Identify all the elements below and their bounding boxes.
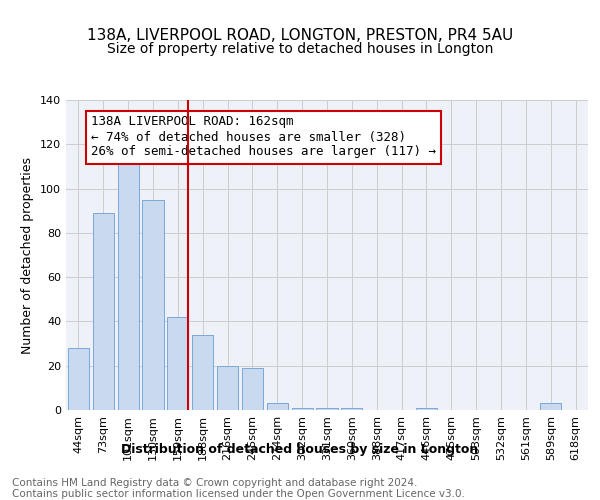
Bar	[540, 404, 561, 410]
Text: Distribution of detached houses by size in Longton: Distribution of detached houses by size …	[121, 442, 479, 456]
Bar	[93, 213, 114, 410]
Bar	[192, 334, 213, 410]
Text: 138A LIVERPOOL ROAD: 162sqm
← 74% of detached houses are smaller (328)
26% of se: 138A LIVERPOOL ROAD: 162sqm ← 74% of det…	[91, 116, 436, 158]
Bar	[68, 348, 89, 410]
Y-axis label: Number of detached properties: Number of detached properties	[22, 156, 34, 354]
Bar	[242, 368, 263, 410]
Bar	[341, 408, 362, 410]
Text: 138A, LIVERPOOL ROAD, LONGTON, PRESTON, PR4 5AU: 138A, LIVERPOOL ROAD, LONGTON, PRESTON, …	[87, 28, 513, 42]
Bar	[292, 408, 313, 410]
Bar	[118, 162, 139, 410]
Bar	[267, 404, 288, 410]
Bar	[142, 200, 164, 410]
Text: Contains HM Land Registry data © Crown copyright and database right 2024.
Contai: Contains HM Land Registry data © Crown c…	[12, 478, 465, 499]
Text: Size of property relative to detached houses in Longton: Size of property relative to detached ho…	[107, 42, 493, 56]
Bar	[217, 366, 238, 410]
Bar	[167, 317, 188, 410]
Bar	[416, 408, 437, 410]
Bar	[316, 408, 338, 410]
